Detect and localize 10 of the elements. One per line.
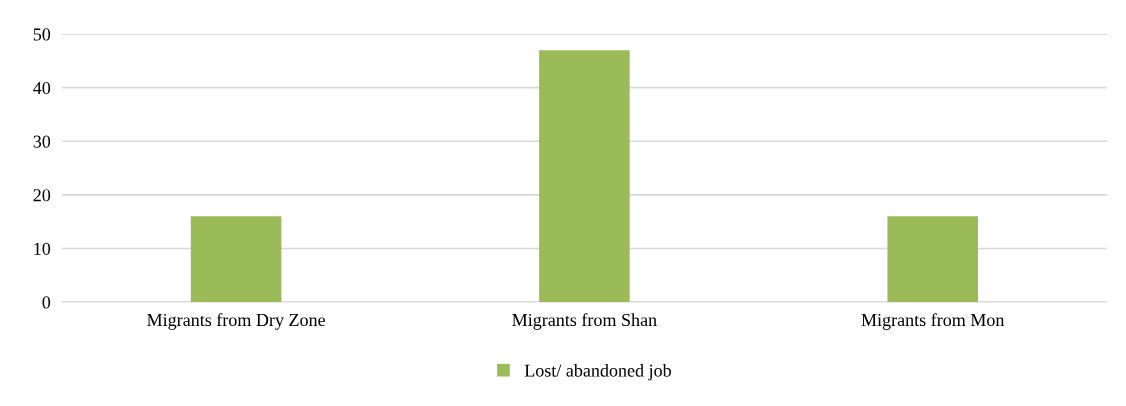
x-tick-label: Migrants from Shan	[512, 313, 657, 330]
y-tick-label: 10	[34, 242, 51, 255]
x-tick-label: Migrants from Mon	[861, 313, 1005, 330]
y-tick-label: 0	[42, 296, 51, 309]
x-tick-label: Migrants from Dry Zone	[147, 313, 325, 330]
legend-label: Lost/ abandoned job	[524, 363, 671, 381]
y-tick-label: 20	[33, 189, 51, 202]
y-tick-label: 30	[33, 135, 51, 148]
y-tick-label: 50	[33, 28, 51, 41]
y-tick-label: 40	[33, 81, 51, 95]
